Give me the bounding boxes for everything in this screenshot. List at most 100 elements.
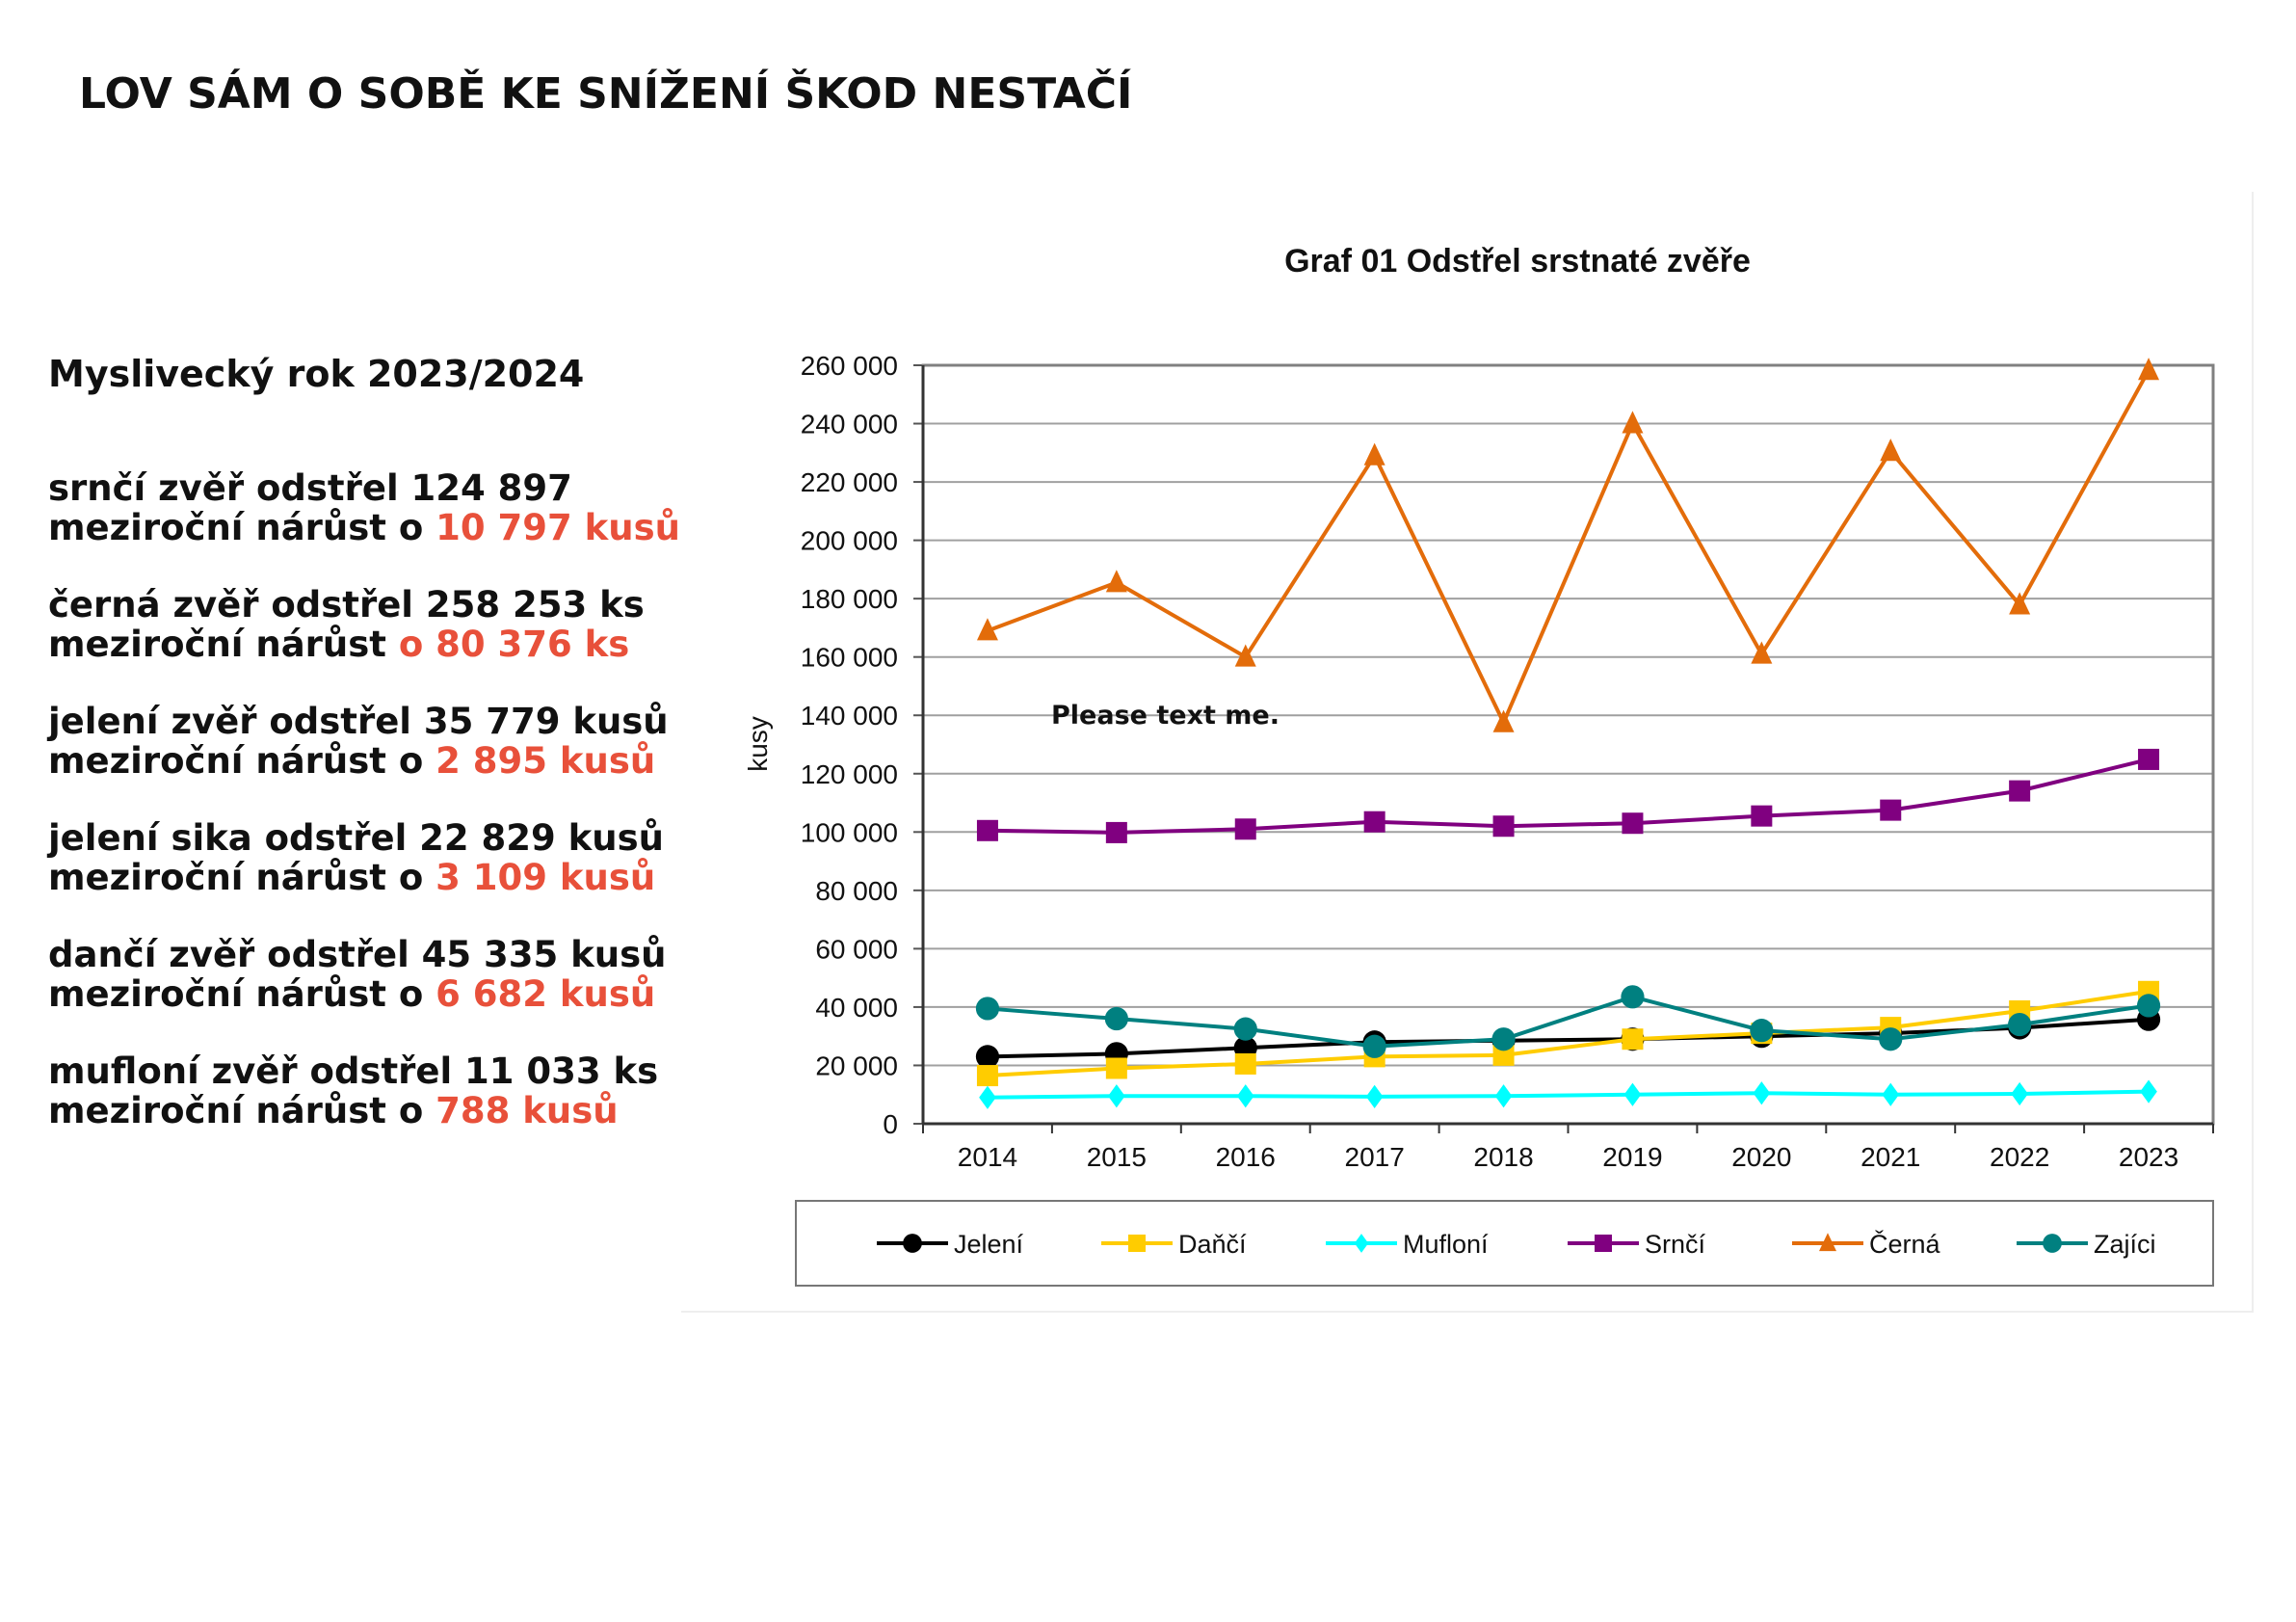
- hunting-year-label: Myslivecký rok 2023/2024: [48, 353, 585, 395]
- y-tick-label: 0: [883, 1109, 898, 1139]
- stat-increase: meziroční nárůst o 10 797 kusů: [48, 508, 680, 547]
- y-tick-label: 120 000: [801, 759, 898, 789]
- stat-block: jelení sika odstřel 22 829 kusů meziročn…: [48, 818, 664, 897]
- data-point-černá: [1622, 411, 1644, 434]
- stat-increase-label: meziroční nárůst o: [48, 740, 436, 782]
- data-point-zajíci: [1362, 1034, 1386, 1058]
- stat-increase: meziroční nárůst o 788 kusů: [48, 1091, 658, 1130]
- data-point-mufloní: [1494, 1084, 1513, 1108]
- x-tick-label: 2014: [958, 1142, 1017, 1172]
- x-tick-label: 2015: [1087, 1142, 1147, 1172]
- y-tick-label: 260 000: [801, 351, 898, 381]
- y-tick-label: 200 000: [801, 526, 898, 556]
- data-point-zajíci: [2136, 994, 2161, 1018]
- legend-marker: [1354, 1234, 1369, 1253]
- x-tick-label: 2022: [1990, 1142, 2049, 1172]
- legend-label: Daňčí: [1178, 1230, 1247, 1259]
- stat-block: srnčí zvěř odstřel 124 897 meziroční nár…: [48, 468, 680, 547]
- data-point-zajíci: [2008, 1012, 2032, 1037]
- y-tick-label: 20 000: [815, 1050, 898, 1080]
- stat-increase-value: 6 682 kusů: [435, 973, 656, 1015]
- stat-kill: dančí zvěř odstřel 45 335 kusů: [48, 934, 667, 975]
- series-line-černá: [987, 369, 2151, 728]
- stat-block: jelení zvěř odstřel 35 779 kusů meziročn…: [48, 702, 669, 781]
- x-tick-label: 2016: [1216, 1142, 1276, 1172]
- data-point-srnčí: [2009, 780, 2031, 802]
- x-tick-label: 2018: [1473, 1142, 1533, 1172]
- data-point-mufloní: [1753, 1081, 1771, 1105]
- data-point-zajíci: [1621, 985, 1645, 1009]
- data-point-mufloní: [1882, 1082, 1900, 1106]
- y-tick-label: 160 000: [801, 643, 898, 673]
- x-tick-label: 2020: [1731, 1142, 1791, 1172]
- stat-increase-label: meziroční nárůst o: [48, 857, 436, 898]
- data-point-mufloní: [2011, 1081, 2028, 1106]
- x-tick-label: 2017: [1345, 1142, 1405, 1172]
- y-tick-label: 220 000: [801, 467, 898, 497]
- data-point-srnčí: [976, 819, 998, 841]
- data-point-černá: [1234, 644, 1256, 667]
- data-point-daňčí: [1234, 1052, 1256, 1075]
- data-point-daňčí: [1492, 1044, 1515, 1066]
- data-point-černá: [1105, 570, 1127, 593]
- series-line-zajíci: [987, 995, 2150, 1049]
- stat-increase-value: o 80 376 ks: [398, 624, 630, 665]
- chart-panel: [681, 192, 2254, 1313]
- data-point-srnčí: [1880, 799, 1902, 821]
- data-point-černá: [2009, 592, 2031, 615]
- legend-marker: [1128, 1235, 1146, 1252]
- page-heading: LOV SÁM O SOBĚ KE SNÍŽENÍ ŠKOD NESTAČÍ: [79, 69, 1133, 119]
- data-point-zajíci: [1491, 1027, 1516, 1051]
- data-point-daňčí: [976, 1065, 998, 1087]
- legend-label: Jelení: [954, 1230, 1024, 1259]
- stat-kill: jelení sika odstřel 22 829 kusů: [48, 817, 664, 859]
- stat-increase-label: meziroční nárůst: [48, 624, 399, 665]
- stat-increase-value: 2 895 kusů: [435, 740, 656, 782]
- y-tick-label: 180 000: [801, 584, 898, 614]
- data-point-daňčí: [1105, 1057, 1127, 1079]
- data-point-mufloní: [1236, 1084, 1254, 1108]
- legend-label: Černá: [1869, 1229, 1941, 1259]
- legend-marker: [1819, 1233, 1836, 1252]
- stat-block: mufloní zvěř odstřel 11 033 ks meziroční…: [48, 1051, 658, 1130]
- data-point-zajíci: [1104, 1006, 1128, 1031]
- data-point-zajíci: [975, 997, 1000, 1021]
- data-point-černá: [1751, 641, 1773, 664]
- data-point-srnčí: [1751, 805, 1773, 827]
- stat-increase: meziroční nárůst o 2 895 kusů: [48, 741, 669, 781]
- data-point-jelení: [975, 1045, 1000, 1069]
- data-point-černá: [1492, 709, 1515, 732]
- stat-increase-value: 3 109 kusů: [435, 857, 656, 898]
- legend-label: Srnčí: [1645, 1230, 1706, 1259]
- stat-increase-value: 788 kusů: [435, 1090, 619, 1131]
- legend-box: [795, 1200, 2214, 1287]
- data-point-srnčí: [2138, 748, 2160, 770]
- data-point-mufloní: [2140, 1079, 2157, 1103]
- y-tick-label: 100 000: [801, 817, 898, 847]
- legend-marker: [2043, 1234, 2062, 1253]
- stat-kill: jelení zvěř odstřel 35 779 kusů: [48, 701, 669, 742]
- y-axis-label: kusy: [743, 716, 773, 772]
- y-tick-label: 140 000: [801, 701, 898, 731]
- stat-increase: meziroční nárůst o 3 109 kusů: [48, 858, 664, 897]
- x-tick-label: 2019: [1602, 1142, 1662, 1172]
- series-line-srnčí: [987, 758, 2150, 835]
- series-line-daňčí: [987, 989, 2150, 1078]
- data-point-srnčí: [1105, 821, 1127, 843]
- legend-marker: [1595, 1235, 1612, 1252]
- x-tick-label: 2021: [1861, 1142, 1920, 1172]
- data-point-černá: [976, 618, 998, 641]
- x-tick-label: 2023: [2119, 1142, 2178, 1172]
- series-line-jelení: [987, 1017, 2150, 1059]
- y-tick-label: 240 000: [801, 410, 898, 439]
- stat-kill: srnčí zvěř odstřel 124 897: [48, 467, 572, 509]
- y-tick-label: 60 000: [815, 934, 898, 964]
- legend-label: Zajíci: [2094, 1230, 2156, 1259]
- stat-increase: meziroční nárůst o 80 376 ks: [48, 625, 645, 664]
- legend-label: Mufloní: [1403, 1230, 1489, 1259]
- y-tick-label: 40 000: [815, 993, 898, 1023]
- data-point-černá: [1363, 442, 1386, 465]
- data-point-mufloní: [1365, 1084, 1384, 1108]
- stat-block: černá zvěř odstřel 258 253 ks meziroční …: [48, 585, 645, 664]
- data-point-srnčí: [1234, 818, 1256, 840]
